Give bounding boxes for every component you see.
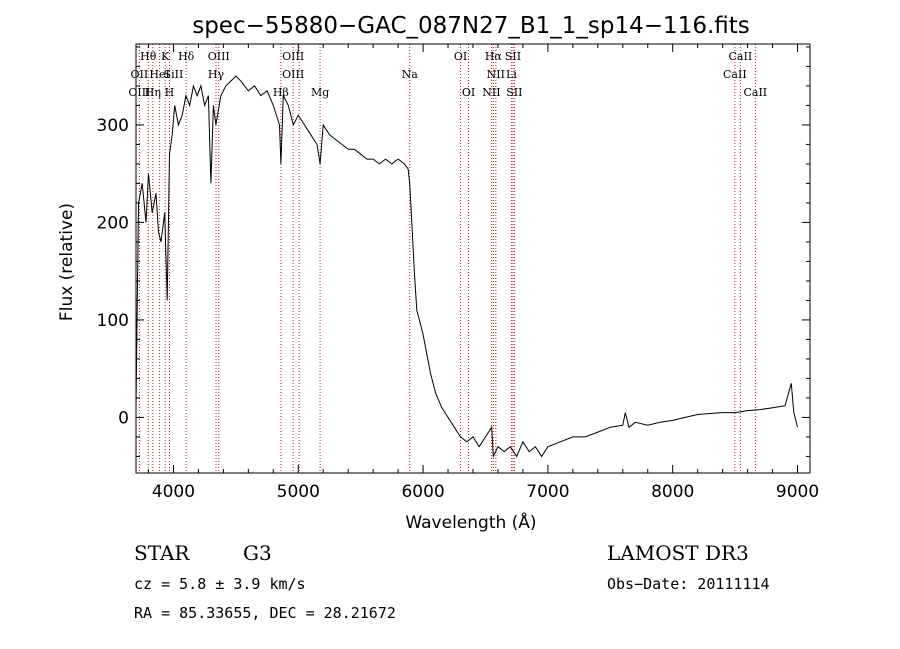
line-label: OIII	[282, 50, 304, 63]
x-axis-ticks: 4000 5000 6000 7000 8000 9000	[147, 44, 819, 502]
plot-frame	[135, 43, 811, 474]
line-label: Hη	[145, 86, 161, 99]
line-label: OII	[131, 68, 149, 81]
y-tick-label: 100	[97, 311, 129, 331]
line-label: Hθ	[140, 50, 157, 63]
redshift-cz: cz = 5.8 ± 3.9 km/s	[134, 575, 306, 593]
obs-date: Obs−Date: 20111114	[607, 575, 770, 593]
line-label: SiII	[164, 68, 184, 81]
line-label: CaII	[723, 68, 747, 81]
y-axis-label: Flux (relative)	[57, 203, 77, 321]
spectral-subclass: G3	[243, 541, 272, 565]
y-axis-ticks: 0 100 200 300	[97, 46, 810, 457]
line-label: OIII	[208, 50, 230, 63]
line-label: Na	[402, 68, 419, 81]
line-label: HeI	[149, 68, 169, 81]
x-tick-label: 6000	[401, 482, 444, 502]
line-label: CaII	[729, 50, 753, 63]
line-label: H	[165, 86, 175, 99]
y-tick-label: 0	[118, 408, 129, 428]
line-label: OIII	[128, 86, 150, 99]
x-axis-label: Wavelength (Å)	[405, 511, 536, 533]
x-tick-label: 8000	[651, 482, 694, 502]
line-label: Hδ	[178, 50, 195, 63]
x-tick-label: 5000	[277, 482, 320, 502]
line-label: OI	[462, 86, 475, 99]
line-label: SII	[506, 86, 522, 99]
x-tick-label: 9000	[776, 482, 819, 502]
object-type: STAR	[134, 541, 190, 565]
x-tick-label: 4000	[152, 482, 195, 502]
line-label: OIII	[282, 68, 304, 81]
line-label: CaII	[743, 86, 767, 99]
line-label: Mg	[311, 86, 329, 99]
survey-name: LAMOST DR3	[607, 541, 749, 565]
x-tick-label: 7000	[526, 482, 569, 502]
emission-line-markers	[138, 44, 756, 473]
line-label: Hα	[485, 50, 503, 63]
y-tick-label: 300	[97, 116, 129, 136]
chart-title: spec−55880−GAC_087N27_B1_1_sp14−116.fits	[192, 13, 750, 39]
line-label: Hβ	[273, 86, 289, 99]
line-label: NII	[487, 68, 505, 81]
line-label: Hγ	[208, 68, 225, 81]
line-label: K	[161, 50, 170, 63]
line-label: NII	[482, 86, 500, 99]
line-label: SII	[505, 50, 521, 63]
line-label: Li	[506, 68, 517, 81]
y-tick-label: 200	[97, 213, 129, 233]
line-label: OI	[454, 50, 467, 63]
spectrum-line	[135, 75, 798, 459]
ra-dec: RA = 85.33655, DEC = 28.21672	[134, 604, 396, 622]
